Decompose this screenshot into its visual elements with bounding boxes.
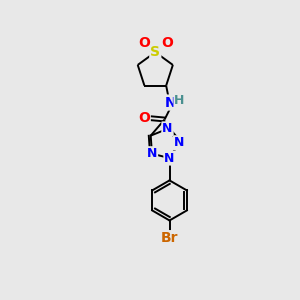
Text: O: O	[138, 111, 150, 125]
Text: O: O	[161, 36, 173, 50]
Text: H: H	[174, 94, 184, 107]
Text: N: N	[164, 152, 175, 165]
Text: N: N	[174, 136, 184, 149]
Text: N: N	[162, 122, 173, 135]
Text: S: S	[150, 45, 160, 59]
Text: Br: Br	[161, 231, 178, 245]
Text: O: O	[138, 36, 150, 50]
Text: N: N	[147, 147, 157, 160]
Text: N: N	[165, 95, 177, 110]
